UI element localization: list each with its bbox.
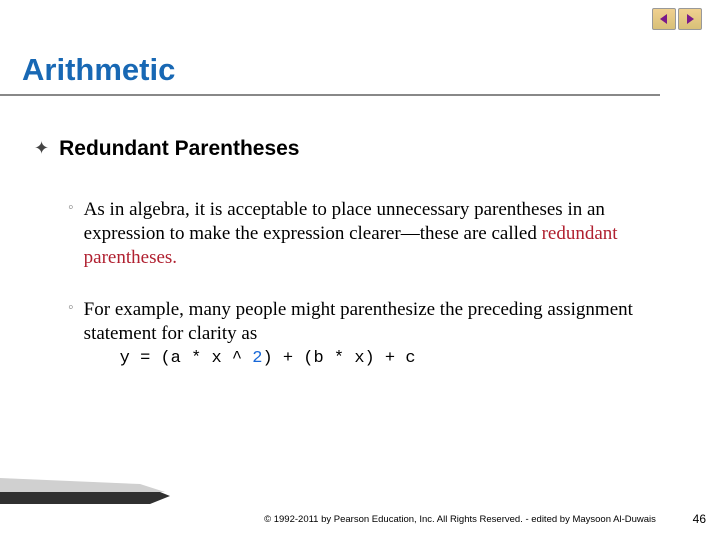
code-example: y = (a * x ^ 2) + (b * x) + c [120, 348, 680, 369]
bullet-point-2: ◦ For example, many people might parenth… [68, 298, 680, 369]
next-slide-button[interactable] [678, 8, 702, 30]
page-number: 46 [693, 512, 706, 526]
bullet-2-text: For example, many people might parenthes… [84, 298, 680, 369]
heading-item: ✦ Redundant Parentheses [34, 136, 300, 162]
bullet-1-text: As in algebra, it is acceptable to place… [84, 198, 680, 269]
code-post: ) + (b * x) + c [263, 349, 416, 368]
code-literal: 2 [252, 349, 262, 368]
bullet-1-part-a: As in algebra, it is acceptable to place… [84, 199, 605, 244]
heading-text: Redundant Parentheses [59, 136, 299, 162]
code-pre: y = (a * x ^ [120, 349, 253, 368]
bullet-point-1: ◦ As in algebra, it is acceptable to pla… [68, 198, 680, 269]
prev-slide-button[interactable] [652, 8, 676, 30]
slide-title: Arithmetic [22, 54, 175, 87]
sub-bullet-icon: ◦ [68, 198, 74, 218]
arrow-left-icon [658, 13, 670, 25]
title-underline [0, 94, 660, 96]
sub-bullet-icon: ◦ [68, 298, 74, 318]
copyright-text: © 1992-2011 by Pearson Education, Inc. A… [260, 514, 660, 526]
arrow-right-icon [684, 13, 696, 25]
bullet-2-body: For example, many people might parenthes… [84, 299, 633, 344]
nav-buttons [652, 8, 702, 30]
bullet-icon: ✦ [34, 138, 49, 160]
footer-accent-icon [0, 478, 170, 504]
